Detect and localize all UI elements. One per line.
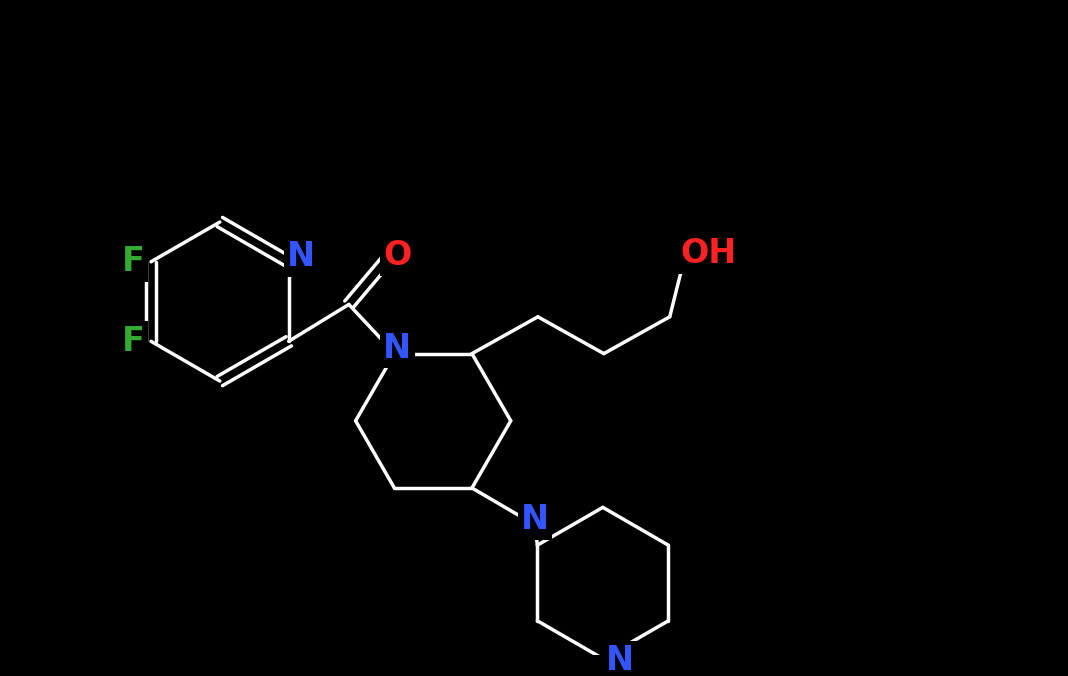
Text: OH: OH	[680, 237, 737, 270]
Text: O: O	[383, 239, 411, 272]
Text: F: F	[122, 245, 145, 279]
Text: F: F	[122, 324, 145, 358]
Text: N: N	[287, 241, 315, 273]
Text: N: N	[383, 331, 411, 364]
Text: N: N	[521, 504, 549, 537]
Text: N: N	[607, 644, 634, 676]
